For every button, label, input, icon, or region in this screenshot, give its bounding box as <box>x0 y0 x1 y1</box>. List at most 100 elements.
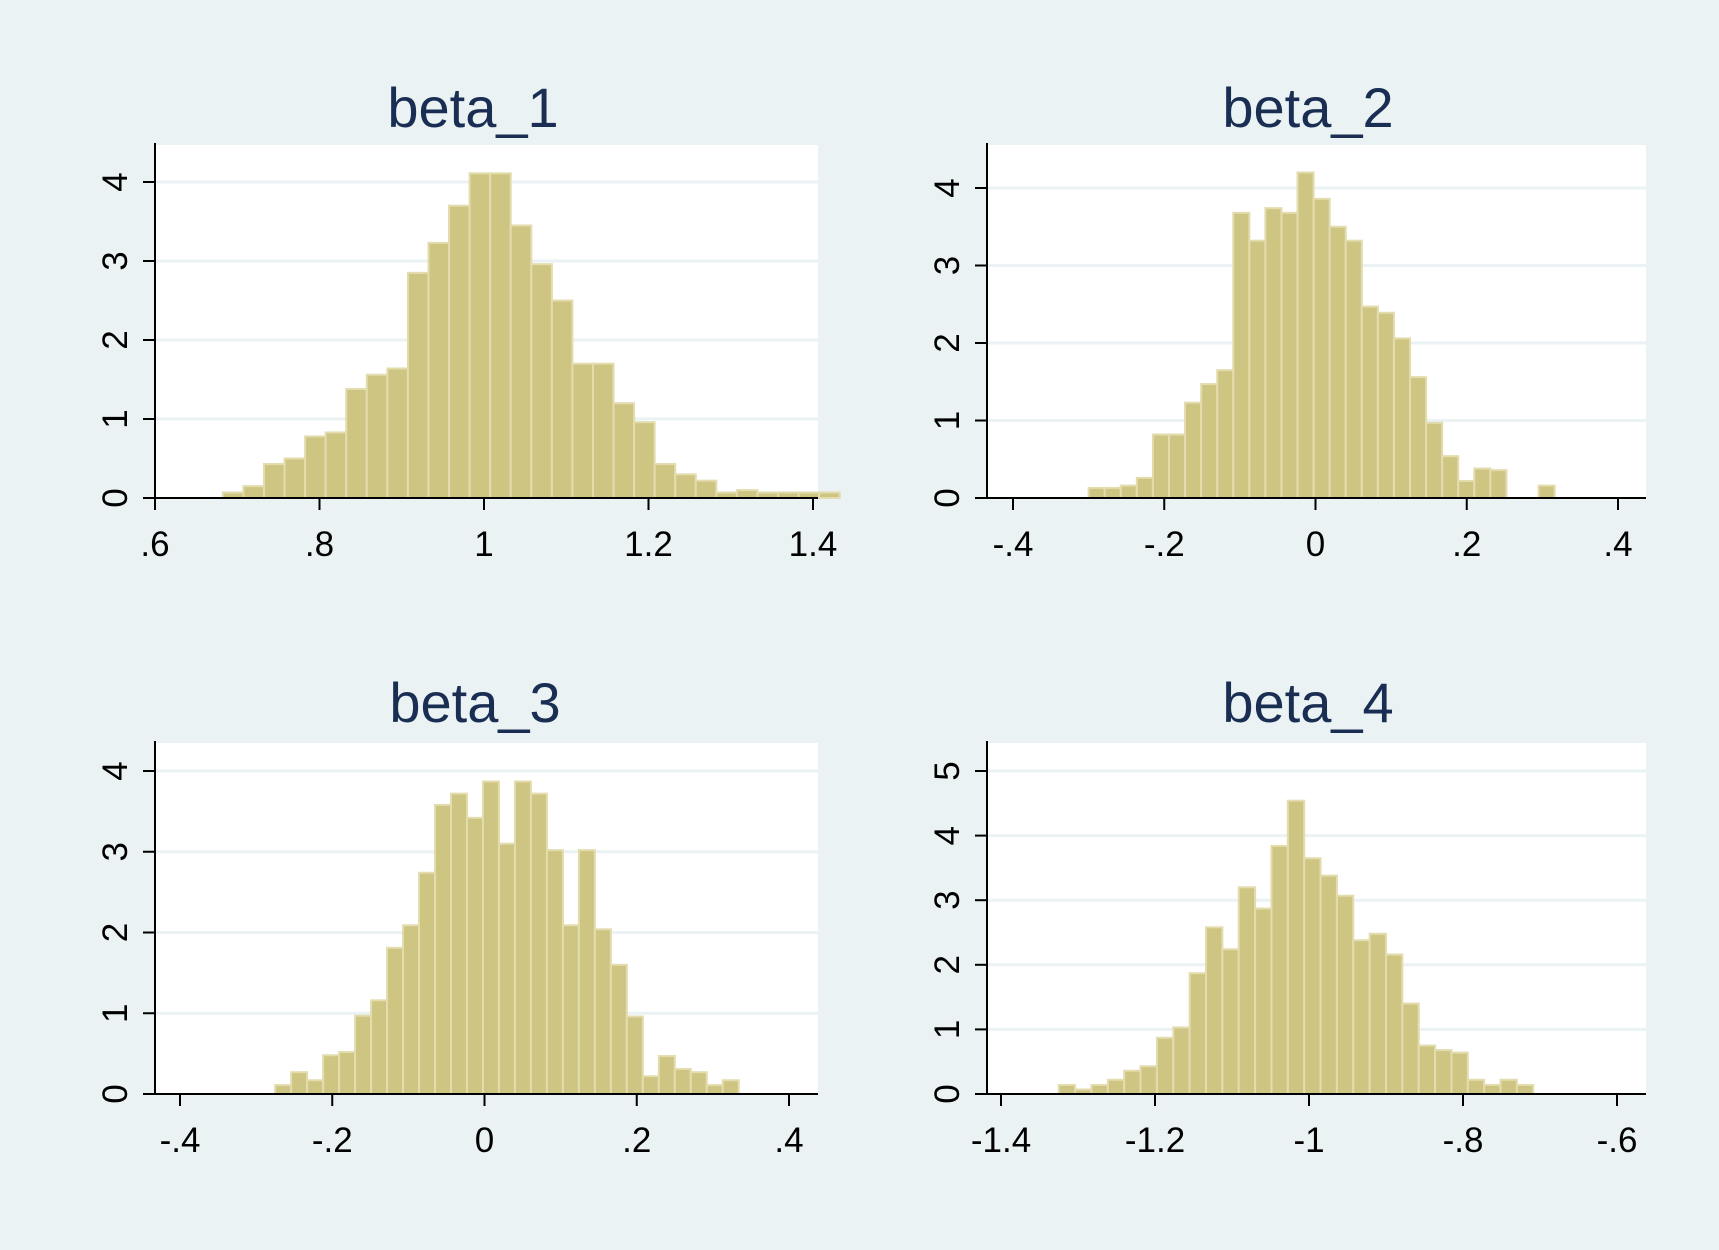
histogram-bar <box>290 1071 309 1096</box>
y-tick-label: 2 <box>96 923 135 942</box>
histogram-bar <box>1248 239 1267 499</box>
histogram-bar <box>571 362 594 500</box>
histogram-bar <box>322 1054 341 1095</box>
histogram-bar <box>1457 479 1476 500</box>
x-tick-label: .6 <box>140 525 169 564</box>
x-tick-label: .8 <box>305 525 334 564</box>
histogram-bar <box>406 271 430 499</box>
y-tick-label: 4 <box>96 761 135 780</box>
histogram-bar <box>591 362 615 500</box>
histogram-bar <box>1270 844 1289 1095</box>
histogram-bar <box>418 871 437 1095</box>
histogram-bar <box>673 1067 692 1096</box>
histogram-bar <box>1401 1002 1420 1095</box>
histogram-bar <box>1188 972 1208 1095</box>
x-tick-label: 1.4 <box>789 525 838 564</box>
histogram-bar <box>1515 1083 1535 1096</box>
histogram-bar <box>735 489 759 500</box>
histogram-bar <box>1489 469 1508 500</box>
histogram-bar <box>1123 1069 1142 1096</box>
histogram-bar <box>242 485 265 499</box>
histogram-bar <box>448 204 471 499</box>
histogram-bar <box>509 224 533 499</box>
histogram-bar <box>386 367 409 499</box>
x-tick-label: .2 <box>1452 525 1481 564</box>
histogram-bar <box>1417 1044 1437 1096</box>
histogram-bar <box>577 849 596 1096</box>
histogram-bar <box>1205 926 1224 1095</box>
y-tick-label: 4 <box>928 178 967 197</box>
histogram-bar <box>1328 225 1347 499</box>
histogram-bar <box>1103 486 1122 499</box>
histogram-bar <box>370 999 389 1096</box>
histogram-bar <box>1499 1078 1518 1095</box>
histogram-bar <box>657 1055 676 1095</box>
histogram-bar <box>1232 211 1251 500</box>
histogram-bar <box>481 780 500 1095</box>
histogram-bar <box>689 1071 708 1096</box>
histogram-bar <box>1303 857 1322 1096</box>
x-tick-label: -.4 <box>160 1121 201 1160</box>
y-tick-label: 3 <box>96 251 135 270</box>
histogram-bar <box>1135 476 1154 500</box>
y-tick-label: 0 <box>96 1084 135 1103</box>
histogram-bar <box>338 1051 357 1096</box>
histogram-bar <box>1151 433 1170 500</box>
histogram-bar <box>1264 207 1283 499</box>
x-tick-label: .4 <box>774 1121 803 1160</box>
histogram-bar <box>653 463 677 499</box>
histogram-bar <box>1216 369 1235 499</box>
panel-beta-1: 0 1 2 3 4 .6 .8 1 1.2 1.4 beta_1 <box>96 76 841 564</box>
histogram-bar <box>625 1015 644 1095</box>
histogram-bar <box>1360 305 1379 500</box>
histogram-bar <box>593 928 612 1096</box>
panel-title: beta_3 <box>389 671 560 734</box>
x-tick-label: -.2 <box>1144 525 1185 564</box>
y-tick-label: 4 <box>928 826 967 845</box>
histogram-bar <box>1434 1049 1453 1096</box>
x-tick-label: -1 <box>1293 1121 1324 1160</box>
x-tick-label: -.8 <box>1443 1121 1484 1160</box>
histogram-bar <box>1280 211 1299 500</box>
histogram-bar <box>1473 467 1492 499</box>
histogram-bar <box>818 491 841 500</box>
y-tick-label: 3 <box>928 890 967 909</box>
histogram-bar <box>1286 799 1306 1095</box>
histogram-bar <box>1119 484 1138 500</box>
x-tick-label: 1.2 <box>624 525 673 564</box>
histogram-bar <box>468 172 492 499</box>
histogram-bar <box>274 1084 293 1096</box>
histogram-bar <box>1450 1051 1469 1096</box>
histogram-bar <box>1200 383 1219 500</box>
x-tick-label: -1.2 <box>1125 1121 1185 1160</box>
y-tick-label: 2 <box>928 333 967 352</box>
histogram-bar <box>1139 1065 1158 1096</box>
histogram-bar <box>1344 239 1363 499</box>
histogram-bar <box>609 963 628 1095</box>
histogram-bar <box>306 1079 325 1095</box>
histogram-bar <box>1312 197 1331 499</box>
histogram-bar <box>1392 337 1412 499</box>
histogram-bar <box>1409 376 1428 500</box>
histogram-bar <box>1376 311 1395 499</box>
histogram-bar <box>513 780 532 1095</box>
histogram-bar <box>1425 421 1444 500</box>
histogram-bar <box>1335 894 1355 1095</box>
panel-title: beta_4 <box>1222 671 1393 734</box>
histogram-bar <box>545 849 564 1096</box>
histogram-bar <box>1087 486 1106 499</box>
histogram-bar <box>434 803 453 1095</box>
histogram-bar <box>354 1014 373 1095</box>
histogram-bar <box>365 373 389 500</box>
x-tick-label: .4 <box>1603 525 1632 564</box>
panel-beta-4: 0 1 2 3 4 5 -1.4 -1.2 -1 -.8 -.6 beta_4 <box>928 671 1646 1160</box>
x-tick-label: 0 <box>475 1121 494 1160</box>
y-tick-label: 5 <box>928 761 967 780</box>
histogram-bar <box>530 263 553 499</box>
histogram-bar <box>489 172 512 499</box>
panel-title: beta_1 <box>387 76 558 139</box>
y-tick-label: 3 <box>96 842 135 861</box>
histogram-bar <box>402 924 421 1095</box>
histogram-bar <box>550 299 574 499</box>
